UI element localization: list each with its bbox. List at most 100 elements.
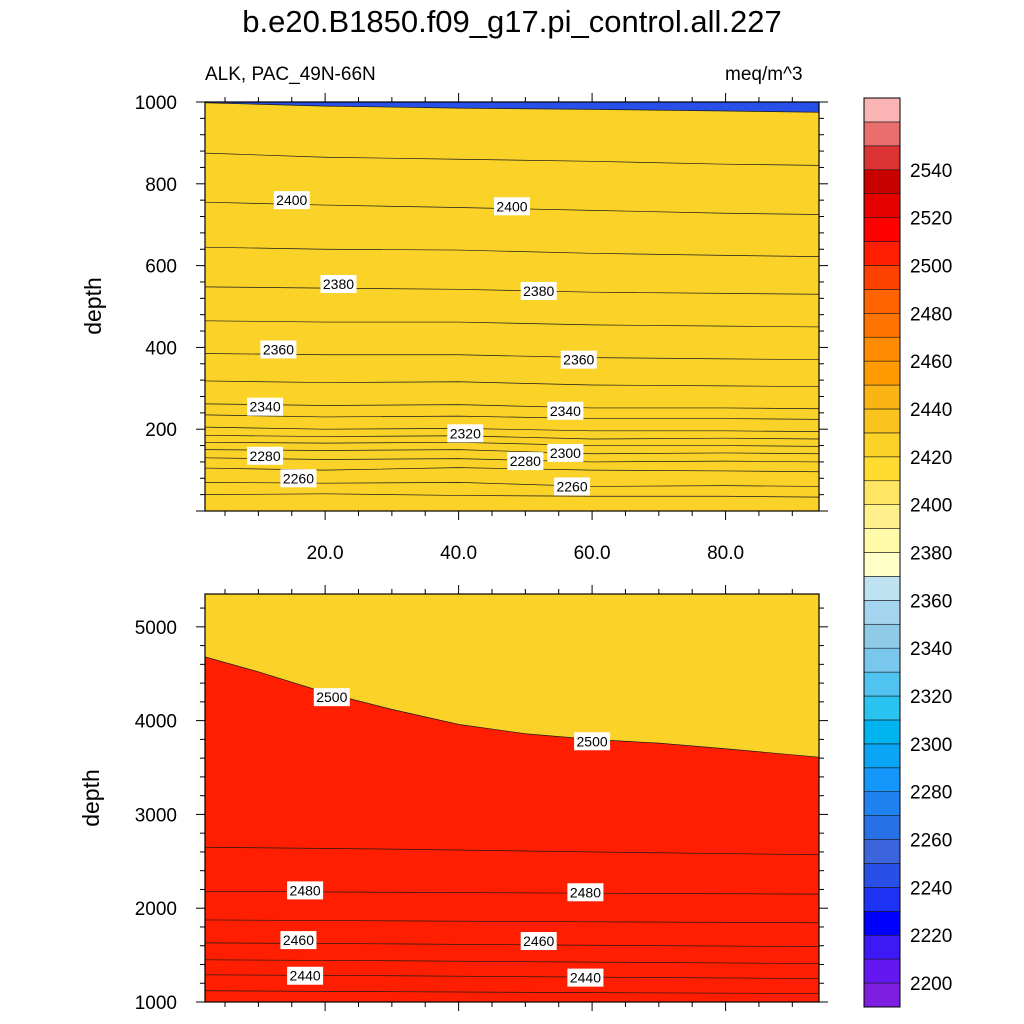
colorbar-swatch <box>863 336 901 362</box>
colorbar-label: 2280 <box>910 783 952 804</box>
colorbar-label: 2460 <box>910 352 952 373</box>
x-tick-label: 80.0 <box>707 543 744 564</box>
contour-label-box <box>520 932 557 951</box>
contour-label: 2480 <box>567 883 604 902</box>
contour-label-box <box>280 469 317 488</box>
contour-label-box <box>273 191 310 210</box>
colorbar-label: 2400 <box>910 496 952 517</box>
variable-subtitle: ALK, PAC_49N-66N <box>205 64 376 85</box>
colorbar-swatch <box>863 169 901 194</box>
colorbar-swatch <box>863 312 901 338</box>
colorbar-label: 2200 <box>910 974 952 995</box>
contour-label-text: 2300 <box>550 445 581 461</box>
contour-line <box>205 482 819 487</box>
colorbar-label: 2540 <box>910 161 952 182</box>
units-subtitle: meq/m^3 <box>725 64 803 85</box>
colorbar-swatch <box>863 982 901 1008</box>
x-tick-label: 60.0 <box>574 543 611 564</box>
lower-panel-axes: 1000 2000 3000 4000 5000 <box>135 585 828 1014</box>
contour-label-box <box>260 340 297 359</box>
contour-label: 2340 <box>547 401 584 420</box>
contour-label-text: 2400 <box>496 198 527 214</box>
contour-label: 2460 <box>280 931 317 950</box>
x-tick-label: 40.0 <box>440 543 477 564</box>
contour-label: 2260 <box>280 469 317 488</box>
colorbar-swatch <box>863 911 901 936</box>
y-tick-label: 3000 <box>135 805 177 826</box>
colorbar-swatch <box>863 719 901 745</box>
contour-label-text: 2460 <box>523 933 554 949</box>
colorbar-swatch <box>863 408 901 434</box>
contour-label-box <box>574 732 611 751</box>
contour-band <box>205 656 819 1002</box>
contour-label: 2380 <box>520 281 557 300</box>
colorbar-label: 2300 <box>910 735 952 756</box>
contour-line <box>205 919 819 924</box>
contour-line <box>205 246 819 257</box>
colorbar-swatch <box>863 695 901 721</box>
contour-label: 2280 <box>507 452 544 471</box>
contour-label-text: 2440 <box>290 968 321 984</box>
contour-label: 2280 <box>247 446 284 465</box>
y-tick-label: 600 <box>145 257 177 278</box>
colorbar-swatch <box>863 456 901 482</box>
contour-label-box <box>320 275 357 294</box>
contour-label-box <box>280 931 317 950</box>
contour-label-box <box>567 968 604 987</box>
contour-label: 2480 <box>287 881 324 900</box>
contour-label: 2400 <box>273 191 310 210</box>
contour-line <box>205 152 819 166</box>
contour-label-box <box>313 688 350 707</box>
colorbar-swatch <box>863 671 901 697</box>
contour-label-text: 2500 <box>316 689 347 705</box>
contour-line <box>205 441 819 447</box>
colorbar-swatch <box>863 600 901 625</box>
contour-label: 2440 <box>567 968 604 987</box>
contour-band <box>205 102 819 511</box>
contour-label-text: 2480 <box>290 882 321 898</box>
colorbar-label: 2440 <box>910 400 952 421</box>
colorbar-swatch <box>863 791 901 816</box>
contour-label: 2500 <box>574 732 611 751</box>
upper-ylabel: depth <box>80 277 106 335</box>
contour-label: 2340 <box>247 397 284 416</box>
colorbar-swatch <box>863 839 901 864</box>
colorbar-swatch <box>863 767 901 793</box>
colorbar-swatch <box>863 576 901 601</box>
y-tick-label: 1000 <box>135 993 177 1014</box>
contour-line <box>205 434 819 440</box>
contour-label: 2380 <box>320 275 357 294</box>
lower-panel-fill <box>205 594 819 1002</box>
colorbar: 2200 2220 2240 2260 2280 2300 2320 2340 2360 2380… <box>863 97 952 1008</box>
contour-label-text: 2280 <box>510 453 541 469</box>
contour-label: 2460 <box>520 932 557 951</box>
colorbar-label: 2360 <box>910 591 952 612</box>
contour-line <box>205 890 819 895</box>
contour-label-text: 2460 <box>283 932 314 948</box>
contour-label: 2260 <box>554 477 591 496</box>
contour-label-box <box>494 197 530 216</box>
contour-label-box <box>560 350 597 369</box>
contour-label: 2440 <box>287 966 324 985</box>
contour-line <box>205 959 819 964</box>
colorbar-label: 2340 <box>910 639 952 660</box>
colorbar-swatch <box>863 265 901 290</box>
contour-line <box>205 102 819 113</box>
plot-frame <box>204 101 820 512</box>
colorbar-swatch <box>863 934 901 960</box>
contour-label: 2360 <box>260 340 297 359</box>
colorbar-label: 2520 <box>910 209 952 230</box>
contour-label: 2500 <box>313 688 350 707</box>
colorbar-label: 2240 <box>910 878 952 899</box>
y-tick-label: 2000 <box>135 899 177 920</box>
colorbar-swatch <box>863 97 901 123</box>
contour-label-text: 2380 <box>323 276 354 292</box>
colorbar-swatch <box>863 360 901 386</box>
colorbar-swatch <box>863 193 901 218</box>
colorbar-swatch <box>863 863 901 888</box>
contour-line <box>205 449 819 455</box>
contour-label-text: 2260 <box>283 470 314 486</box>
contour-label-text: 2320 <box>450 425 481 441</box>
y-tick-label: 800 <box>145 175 177 196</box>
